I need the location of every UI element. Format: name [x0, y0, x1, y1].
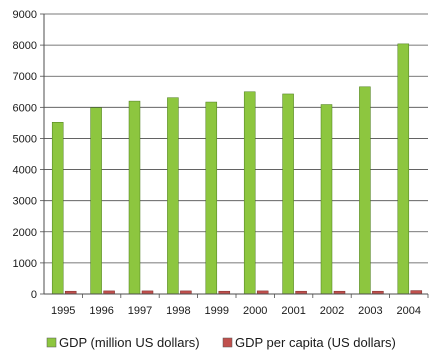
gridlines — [44, 13, 428, 264]
bar-gdp-1999 — [205, 101, 218, 295]
y-tick-label: 4000 — [13, 165, 37, 177]
y-tick-label: 1000 — [13, 258, 37, 270]
y-tick-label: 6000 — [13, 102, 37, 114]
x-tick-labels: 1995 1996 1997 1998 1999 2000 2001 2002 2003 2004 — [51, 305, 421, 317]
y-tick-label: 2000 — [13, 227, 37, 239]
bars — [51, 43, 423, 295]
bar-gdp-2002 — [320, 104, 333, 295]
x-tick-label: 1997 — [128, 305, 152, 317]
bar-gdp-1997 — [128, 100, 141, 295]
y-tick-label: 3000 — [13, 196, 37, 208]
y-tick-label: 7000 — [13, 71, 37, 83]
y-tick-label: 0 — [31, 289, 37, 301]
bar-gdp-2004 — [397, 43, 410, 295]
axes — [40, 13, 429, 298]
bar-gdp-2003 — [359, 86, 371, 295]
legend: GDP (million US dollars) GDP per capita … — [46, 335, 396, 350]
y-tick-labels: 0 1000 2000 3000 4000 5000 6000 7000 8000 9000 — [13, 9, 37, 301]
bar-gdp-1998 — [167, 97, 179, 295]
x-tick-label: 2000 — [243, 305, 267, 317]
bar-gdp-1995 — [51, 122, 64, 295]
x-tick-label: 1995 — [51, 305, 75, 317]
x-tick-label: 2002 — [320, 305, 344, 317]
y-tick-label: 8000 — [13, 40, 37, 52]
bar-gdp-1996 — [90, 107, 102, 295]
x-tick-label: 1996 — [89, 305, 113, 317]
bar-gdp-per-capita-2004 — [410, 290, 423, 295]
x-tick-label: 2003 — [358, 305, 382, 317]
bar-gdp-2000 — [243, 91, 256, 295]
x-tick-label: 2004 — [397, 305, 421, 317]
y-tick-label: 9000 — [13, 9, 37, 21]
bar-gdp-2001 — [282, 93, 294, 295]
x-tick-label: 1999 — [205, 305, 229, 317]
x-tick-label: 2001 — [281, 305, 305, 317]
legend-swatch-gdp — [46, 337, 57, 348]
legend-label-gdp: GDP (million US dollars) — [59, 335, 200, 350]
legend-swatch-gdp-per-capita — [222, 337, 233, 348]
x-tick-label: 1998 — [166, 305, 190, 317]
y-tick-label: 5000 — [13, 133, 37, 145]
legend-label-gdp-per-capita: GDP per capita (US dollars) — [235, 335, 396, 350]
